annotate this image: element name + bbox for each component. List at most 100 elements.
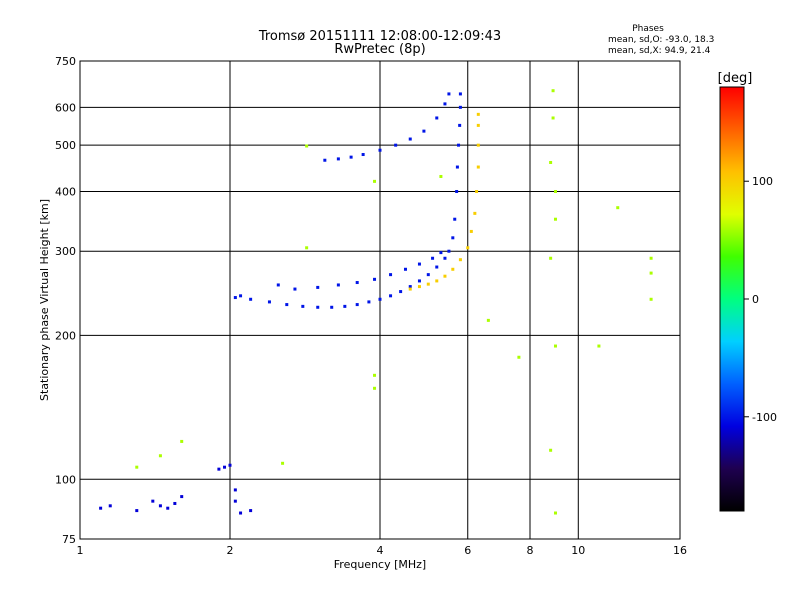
echo-point bbox=[451, 236, 455, 240]
x-tick-label: 16 bbox=[673, 544, 687, 557]
echo-point bbox=[551, 116, 555, 120]
echo-point bbox=[349, 155, 353, 159]
echo-point bbox=[316, 285, 320, 289]
echo-point bbox=[616, 206, 620, 210]
echo-point bbox=[135, 509, 139, 513]
echo-point bbox=[458, 123, 462, 127]
echo-point bbox=[455, 189, 459, 193]
grid-layer bbox=[80, 61, 680, 539]
echo-point bbox=[458, 258, 462, 262]
echo-point bbox=[99, 506, 103, 510]
echo-point bbox=[223, 465, 227, 469]
colorbar-tick-label: -100 bbox=[752, 411, 777, 424]
echo-point bbox=[180, 495, 184, 499]
y-tick-label: 200 bbox=[55, 329, 76, 342]
echo-point bbox=[435, 116, 439, 120]
echo-point bbox=[466, 246, 470, 250]
echo-point bbox=[458, 105, 462, 109]
echo-point bbox=[389, 294, 393, 298]
y-tick-label: 750 bbox=[55, 55, 76, 68]
x-tick-labels: 1 2 4 6 8 10 16 bbox=[77, 544, 688, 557]
echo-point bbox=[336, 283, 340, 287]
echo-point bbox=[285, 303, 289, 307]
colorbar-tick-label: 100 bbox=[752, 175, 773, 188]
echo-point bbox=[476, 123, 480, 127]
echo-point bbox=[447, 249, 451, 253]
echo-point bbox=[158, 504, 162, 508]
x-axis-label: Frequency [MHz] bbox=[334, 558, 426, 571]
echo-point bbox=[373, 179, 377, 183]
echo-point bbox=[408, 287, 412, 291]
y-tick-label: 300 bbox=[55, 245, 76, 258]
echo-point bbox=[439, 174, 443, 178]
echo-point bbox=[417, 285, 421, 289]
echo-point bbox=[403, 267, 407, 271]
echo-point bbox=[458, 92, 462, 96]
echo-point bbox=[455, 165, 459, 169]
echo-point bbox=[249, 509, 253, 513]
echo-point bbox=[417, 279, 421, 283]
echo-point bbox=[293, 287, 297, 291]
echo-point bbox=[408, 137, 412, 141]
echo-point bbox=[276, 283, 280, 287]
echo-point bbox=[453, 217, 457, 221]
echo-point bbox=[553, 217, 557, 221]
echo-point bbox=[233, 499, 237, 503]
x-tick-label: 2 bbox=[227, 544, 234, 557]
echo-point bbox=[431, 256, 435, 260]
echo-point bbox=[217, 467, 221, 471]
chart-subtitle: RwPretec (8p) bbox=[334, 42, 425, 57]
echo-point bbox=[166, 506, 170, 510]
colorbar-label: [deg] bbox=[718, 71, 753, 86]
colorbar-tick-label: 0 bbox=[752, 293, 759, 306]
echo-point bbox=[422, 129, 426, 133]
x-tick-label: 4 bbox=[377, 544, 384, 557]
y-tick-label: 75 bbox=[62, 533, 76, 546]
echo-point bbox=[355, 303, 359, 307]
phases-box-title: Phases bbox=[632, 24, 664, 34]
x-tick-label: 8 bbox=[527, 544, 534, 557]
echo-point bbox=[361, 153, 365, 157]
echo-point bbox=[330, 305, 334, 309]
echo-point bbox=[476, 165, 480, 169]
echo-point bbox=[158, 454, 162, 458]
echo-point bbox=[343, 304, 347, 308]
echo-point bbox=[457, 143, 461, 147]
x-tick-label: 6 bbox=[464, 544, 471, 557]
echo-point bbox=[239, 511, 243, 515]
y-tick-labels: 75 100 200 300 400 500 600 750 bbox=[55, 55, 76, 546]
y-tick-label: 100 bbox=[55, 473, 76, 486]
echo-point bbox=[399, 290, 403, 294]
plot-frame bbox=[79, 60, 681, 540]
echo-point bbox=[486, 318, 490, 322]
echo-point bbox=[373, 373, 377, 377]
echo-point bbox=[373, 386, 377, 390]
echo-point bbox=[549, 160, 553, 164]
echo-point bbox=[389, 273, 393, 277]
echo-point bbox=[233, 296, 237, 300]
echo-point bbox=[323, 158, 327, 162]
y-axis-label: Stationary phase Virtual Height [km] bbox=[38, 199, 51, 401]
x-tick-label: 1 bbox=[77, 544, 84, 557]
echo-point bbox=[408, 285, 412, 289]
echo-point bbox=[239, 294, 243, 298]
echo-point bbox=[435, 265, 439, 269]
echo-point bbox=[316, 305, 320, 309]
echo-point bbox=[301, 304, 305, 308]
echo-point bbox=[373, 277, 377, 281]
phases-box-line-x: mean, sd,X: 94.9, 21.4 bbox=[608, 46, 711, 56]
echo-point bbox=[476, 112, 480, 116]
echo-point bbox=[355, 281, 359, 285]
echo-point bbox=[553, 511, 557, 515]
echo-point bbox=[435, 279, 439, 283]
echo-point bbox=[305, 246, 309, 250]
echo-point bbox=[426, 273, 430, 277]
echo-point bbox=[476, 143, 480, 147]
echo-point bbox=[443, 256, 447, 260]
echo-point bbox=[249, 297, 253, 301]
phases-box-line-o: mean, sd,O: -93.0, 18.3 bbox=[608, 35, 714, 45]
echo-point bbox=[378, 297, 382, 301]
y-tick-label: 400 bbox=[55, 185, 76, 198]
echo-point bbox=[305, 144, 309, 148]
